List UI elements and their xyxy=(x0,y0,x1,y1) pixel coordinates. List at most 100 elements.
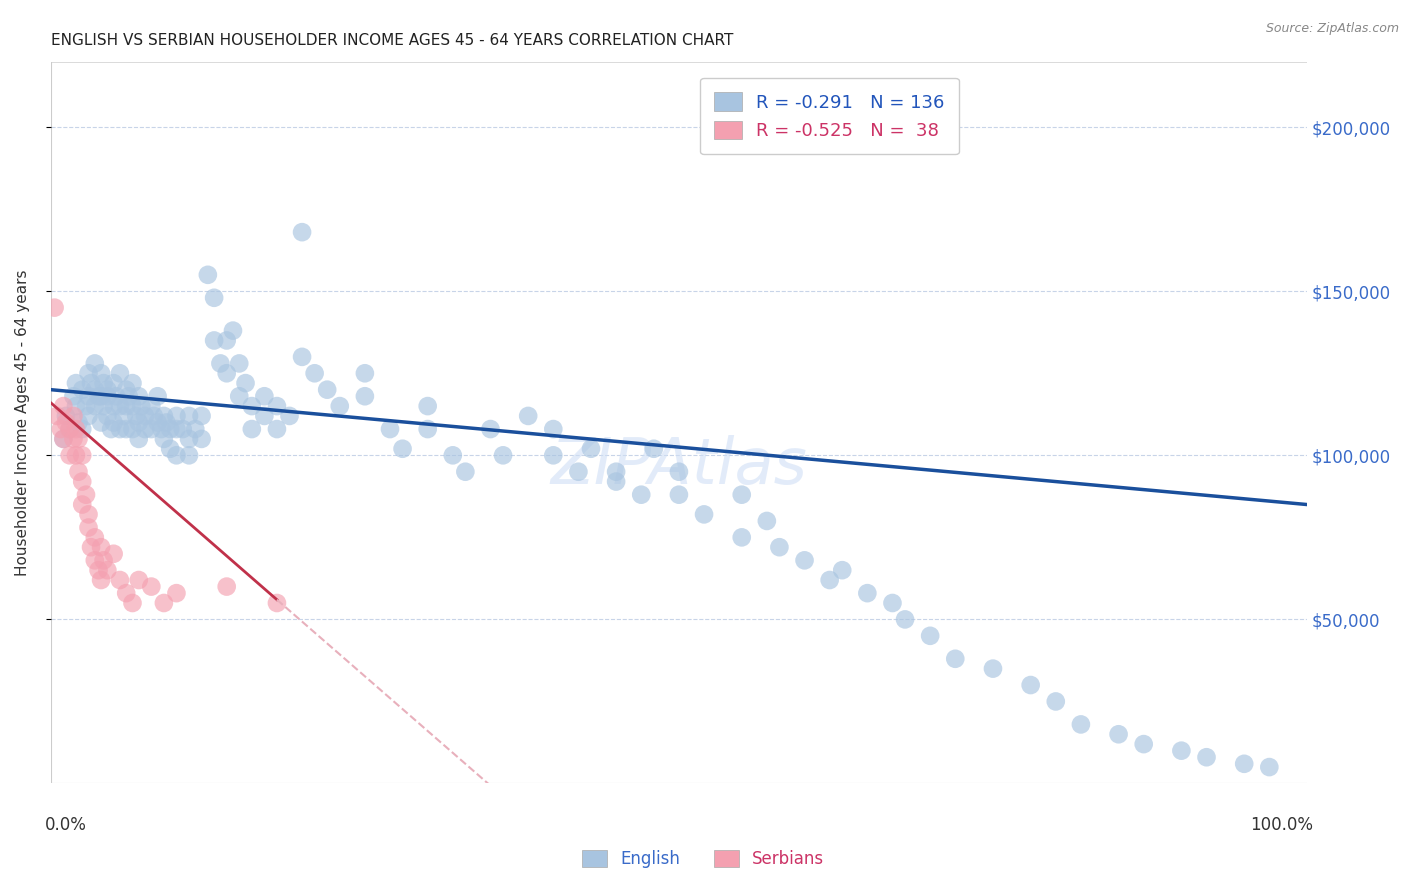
Point xyxy=(731,488,754,502)
Point xyxy=(818,573,841,587)
Point xyxy=(202,291,225,305)
Point xyxy=(65,448,87,462)
Point xyxy=(108,399,131,413)
Point xyxy=(1233,756,1256,771)
Point xyxy=(266,596,288,610)
Point xyxy=(177,409,200,423)
Point xyxy=(83,356,105,370)
Point xyxy=(605,475,627,489)
Point xyxy=(70,383,93,397)
Point xyxy=(96,409,118,423)
Point xyxy=(1045,694,1067,708)
Point xyxy=(55,416,77,430)
Point xyxy=(103,376,125,391)
Point xyxy=(67,465,90,479)
Point xyxy=(70,475,93,489)
Point xyxy=(316,383,339,397)
Point xyxy=(77,389,100,403)
Point xyxy=(121,399,143,413)
Point xyxy=(80,540,103,554)
Point xyxy=(567,465,589,479)
Point xyxy=(96,389,118,403)
Text: 100.0%: 100.0% xyxy=(1250,816,1313,834)
Point xyxy=(121,376,143,391)
Point xyxy=(153,432,176,446)
Point xyxy=(93,553,115,567)
Point xyxy=(59,448,82,462)
Point xyxy=(100,422,122,436)
Point xyxy=(150,422,173,436)
Point xyxy=(215,580,238,594)
Point xyxy=(240,399,263,413)
Point xyxy=(146,389,169,403)
Point xyxy=(731,530,754,544)
Point xyxy=(93,399,115,413)
Point xyxy=(59,422,82,436)
Point xyxy=(83,399,105,413)
Point xyxy=(202,334,225,348)
Point xyxy=(882,596,904,610)
Point xyxy=(159,442,181,456)
Point xyxy=(128,432,150,446)
Point xyxy=(291,225,314,239)
Point xyxy=(190,432,212,446)
Point xyxy=(49,422,72,436)
Point xyxy=(543,422,565,436)
Point xyxy=(142,409,165,423)
Point xyxy=(90,573,112,587)
Point xyxy=(184,422,207,436)
Point xyxy=(416,399,439,413)
Point xyxy=(90,540,112,554)
Point xyxy=(354,389,377,403)
Point xyxy=(153,596,176,610)
Point xyxy=(228,356,250,370)
Point xyxy=(630,488,652,502)
Point xyxy=(75,488,97,502)
Point xyxy=(668,465,690,479)
Point xyxy=(668,488,690,502)
Point xyxy=(209,356,232,370)
Point xyxy=(108,422,131,436)
Point xyxy=(454,465,477,479)
Text: Source: ZipAtlas.com: Source: ZipAtlas.com xyxy=(1265,22,1399,36)
Point xyxy=(96,563,118,577)
Point xyxy=(141,580,163,594)
Point xyxy=(115,586,138,600)
Point xyxy=(65,399,87,413)
Point xyxy=(304,366,326,380)
Point xyxy=(77,520,100,534)
Legend: English, Serbians: English, Serbians xyxy=(575,843,831,875)
Point xyxy=(605,465,627,479)
Point xyxy=(793,553,815,567)
Point xyxy=(479,422,502,436)
Point xyxy=(579,442,602,456)
Point xyxy=(46,409,69,423)
Point xyxy=(77,409,100,423)
Point xyxy=(222,324,245,338)
Point xyxy=(65,376,87,391)
Point xyxy=(240,422,263,436)
Point xyxy=(134,409,156,423)
Point xyxy=(190,409,212,423)
Point xyxy=(165,586,187,600)
Point xyxy=(62,389,84,403)
Point xyxy=(105,389,128,403)
Point xyxy=(108,573,131,587)
Point xyxy=(253,409,276,423)
Point xyxy=(441,448,464,462)
Point xyxy=(67,432,90,446)
Point xyxy=(115,422,138,436)
Point xyxy=(492,448,515,462)
Point xyxy=(831,563,853,577)
Point xyxy=(52,399,75,413)
Point xyxy=(235,376,257,391)
Point xyxy=(83,383,105,397)
Point xyxy=(93,376,115,391)
Point xyxy=(755,514,778,528)
Point xyxy=(87,389,110,403)
Point xyxy=(894,612,917,626)
Point xyxy=(70,422,93,436)
Point xyxy=(121,422,143,436)
Point xyxy=(90,416,112,430)
Point xyxy=(62,432,84,446)
